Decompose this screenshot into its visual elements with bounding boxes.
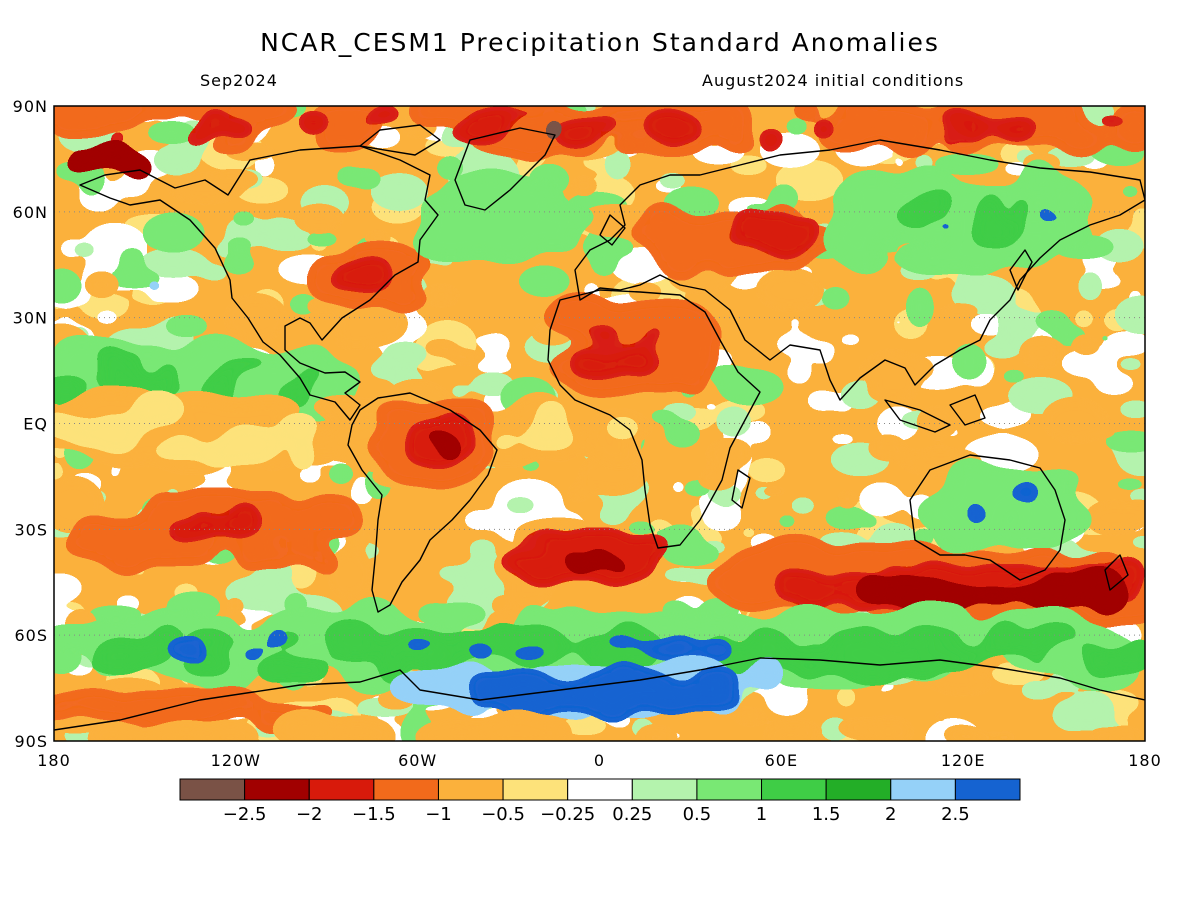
colorbar-swatch: [696, 778, 763, 801]
colorbar-label: −0.25: [540, 804, 595, 825]
colorbar-label: −2: [296, 804, 323, 825]
lon-tick-label: 60E: [765, 751, 798, 770]
anomaly-patch: [354, 263, 393, 281]
colorbar-swatch: [502, 778, 569, 801]
colorbar-label: 0.5: [683, 804, 712, 825]
lon-tick-label: 0: [594, 751, 605, 770]
colorbar-label: 1.5: [812, 804, 841, 825]
lon-tick-label: 120E: [941, 751, 986, 770]
anomaly-patch: [165, 500, 267, 544]
chart-title: NCAR_CESM1 Precipitation Standard Anomal…: [260, 28, 940, 57]
anomaly-patch: [54, 178, 1096, 637]
anomaly-patch: [54, 122, 156, 183]
colorbar-label: 1: [756, 804, 767, 825]
colorbar-swatch: [761, 778, 827, 801]
lat-tick-label: EQ: [23, 415, 48, 434]
lat-tick-label: 90N: [13, 97, 48, 116]
colorbar-label: 2: [885, 804, 896, 825]
colorbar-label: −0.5: [481, 804, 525, 825]
anomaly-patch: [84, 708, 1145, 741]
colorbar-swatch: [437, 778, 504, 801]
colorbar-swatch: [631, 778, 698, 801]
anomaly-patch: [102, 106, 1137, 157]
anomaly-patch: [54, 204, 1088, 620]
colorbar-label: 0.25: [612, 804, 652, 825]
colorbar-swatch: [179, 778, 246, 801]
initial-conditions: August2024 initial conditions: [702, 71, 965, 90]
lon-tick-label: 180: [37, 751, 71, 770]
lon-tick-label: 120W: [211, 751, 261, 770]
lat-tick-label: 30N: [13, 309, 48, 328]
anomaly-patch: [416, 427, 465, 464]
anomaly-patch: [716, 207, 825, 261]
lat-tick-label: 60N: [13, 203, 48, 222]
colorbar-label: 2.5: [941, 804, 970, 825]
colorbar-label: −1.5: [352, 804, 396, 825]
lon-tick-label: 180: [1128, 751, 1162, 770]
lat-tick-label: 60S: [14, 626, 48, 645]
coastlines: [54, 124, 1145, 731]
anomaly-patch: [463, 659, 748, 725]
anomaly-patch: [891, 186, 1032, 250]
anomaly-patch: [834, 581, 998, 607]
colorbar-swatch: [308, 778, 375, 801]
colorbar-swatch: [890, 778, 956, 801]
valid-month: Sep2024: [200, 71, 278, 90]
lat-tick-label: 30S: [14, 520, 48, 539]
colorbar-swatch: [825, 778, 892, 801]
colorbar-label: −1: [425, 804, 452, 825]
colorbar: −2.5 −2 −1.5 −1 −0.5 −0.25 0.25 0.5 1 1.5 2 2.5: [179, 778, 1021, 825]
colorbar-swatch: [567, 778, 633, 801]
anomaly-patch: [559, 544, 635, 577]
colorbar-swatch: [954, 778, 1021, 801]
anomaly-patch: [409, 167, 600, 266]
lat-tick-label: 90S: [14, 732, 48, 751]
map-frame: [53, 105, 1146, 742]
colorbar-label: −2.5: [223, 804, 267, 825]
anomaly-field: [54, 106, 1145, 741]
gridlines: [54, 211, 1145, 636]
colorbar-swatch: [244, 778, 310, 801]
lon-tick-label: 60W: [398, 751, 437, 770]
anomaly-patch: [963, 478, 1047, 527]
colorbar-swatch: [373, 778, 439, 801]
anomaly-patch: [118, 626, 737, 667]
